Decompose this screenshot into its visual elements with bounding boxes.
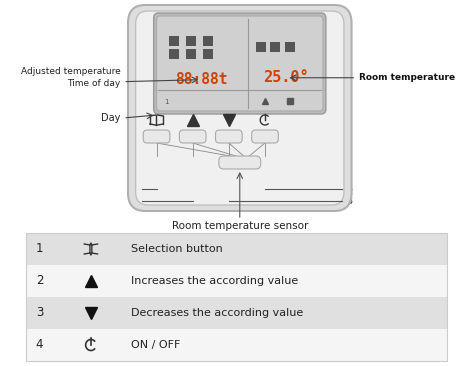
FancyBboxPatch shape	[179, 130, 206, 143]
Text: Decreases the according value: Decreases the according value	[131, 308, 303, 318]
Text: 2: 2	[36, 274, 43, 288]
Text: 4: 4	[347, 184, 353, 194]
Text: 1: 1	[164, 99, 169, 105]
FancyBboxPatch shape	[143, 130, 170, 143]
Text: 88:88t: 88:88t	[175, 72, 228, 87]
Text: 4: 4	[36, 339, 43, 351]
Bar	[26, 297, 447, 329]
Bar	[26, 265, 447, 297]
Text: 25.0°: 25.0°	[264, 70, 309, 85]
Text: Room temperature sensor: Room temperature sensor	[172, 221, 308, 231]
Text: 1: 1	[36, 243, 43, 255]
Text: Selection button: Selection button	[131, 244, 223, 254]
Text: Day: Day	[101, 113, 120, 123]
Text: Time of day: Time of day	[67, 79, 120, 88]
Bar	[26, 329, 447, 361]
FancyBboxPatch shape	[156, 16, 323, 111]
Text: ON / OFF: ON / OFF	[131, 340, 180, 350]
Bar	[26, 233, 447, 265]
Text: 2: 2	[131, 196, 137, 206]
FancyBboxPatch shape	[128, 5, 352, 211]
Text: 1: 1	[131, 184, 137, 194]
Text: Increases the according value: Increases the according value	[131, 276, 298, 286]
FancyBboxPatch shape	[136, 11, 344, 205]
Text: Ὅ6: Ὅ6	[91, 247, 93, 249]
Text: 3: 3	[36, 306, 43, 320]
Bar	[26, 233, 447, 361]
FancyBboxPatch shape	[252, 130, 278, 143]
FancyBboxPatch shape	[154, 13, 326, 114]
FancyBboxPatch shape	[219, 156, 261, 169]
Text: Room temperature: Room temperature	[359, 73, 456, 82]
Text: 3: 3	[347, 196, 353, 206]
Text: Adjusted temperature: Adjusted temperature	[21, 67, 120, 76]
FancyBboxPatch shape	[216, 130, 242, 143]
